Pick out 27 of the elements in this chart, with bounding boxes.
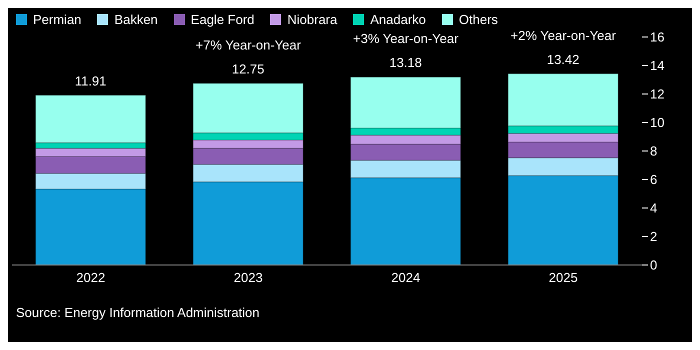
legend-label: Permian (33, 12, 82, 27)
annotation: +2% Year-on-Year (510, 28, 617, 43)
legend-label: Niobrara (287, 12, 338, 27)
legend-label: Anadarko (370, 12, 426, 27)
y-tick-label: 14 (650, 58, 664, 74)
total-label: 13.18 (389, 55, 422, 70)
x-tick-label: 2023 (234, 270, 263, 286)
y-tick-label: 8 (650, 144, 658, 159)
source-note: Source: Energy Information Administration (15, 304, 261, 320)
x-tick-label: 2024 (391, 270, 420, 286)
legend-label: Eagle Ford (190, 12, 254, 27)
x-tick-label: 2025 (548, 270, 578, 286)
total-label: 11.91 (74, 73, 106, 88)
annotation: +7% Year-on-Year (196, 37, 302, 52)
y-tick-label: 16 (650, 30, 664, 45)
y-tick-label: 2 (650, 229, 658, 244)
total-label: 12.75 (232, 61, 264, 76)
x-tick-label: 2022 (76, 270, 106, 286)
y-tick-label: 10 (650, 115, 664, 130)
total-label: 13.42 (546, 52, 580, 67)
annotation: +3% Year-on-Year (353, 31, 460, 46)
y-tick-label: 6 (650, 172, 658, 188)
legend-label: Bakken (114, 12, 158, 27)
y-tick-label: 4 (650, 200, 658, 216)
legend-label: Others (458, 12, 498, 27)
y-tick-label: 12 (650, 86, 664, 102)
y-tick-label: 0 (650, 258, 658, 273)
